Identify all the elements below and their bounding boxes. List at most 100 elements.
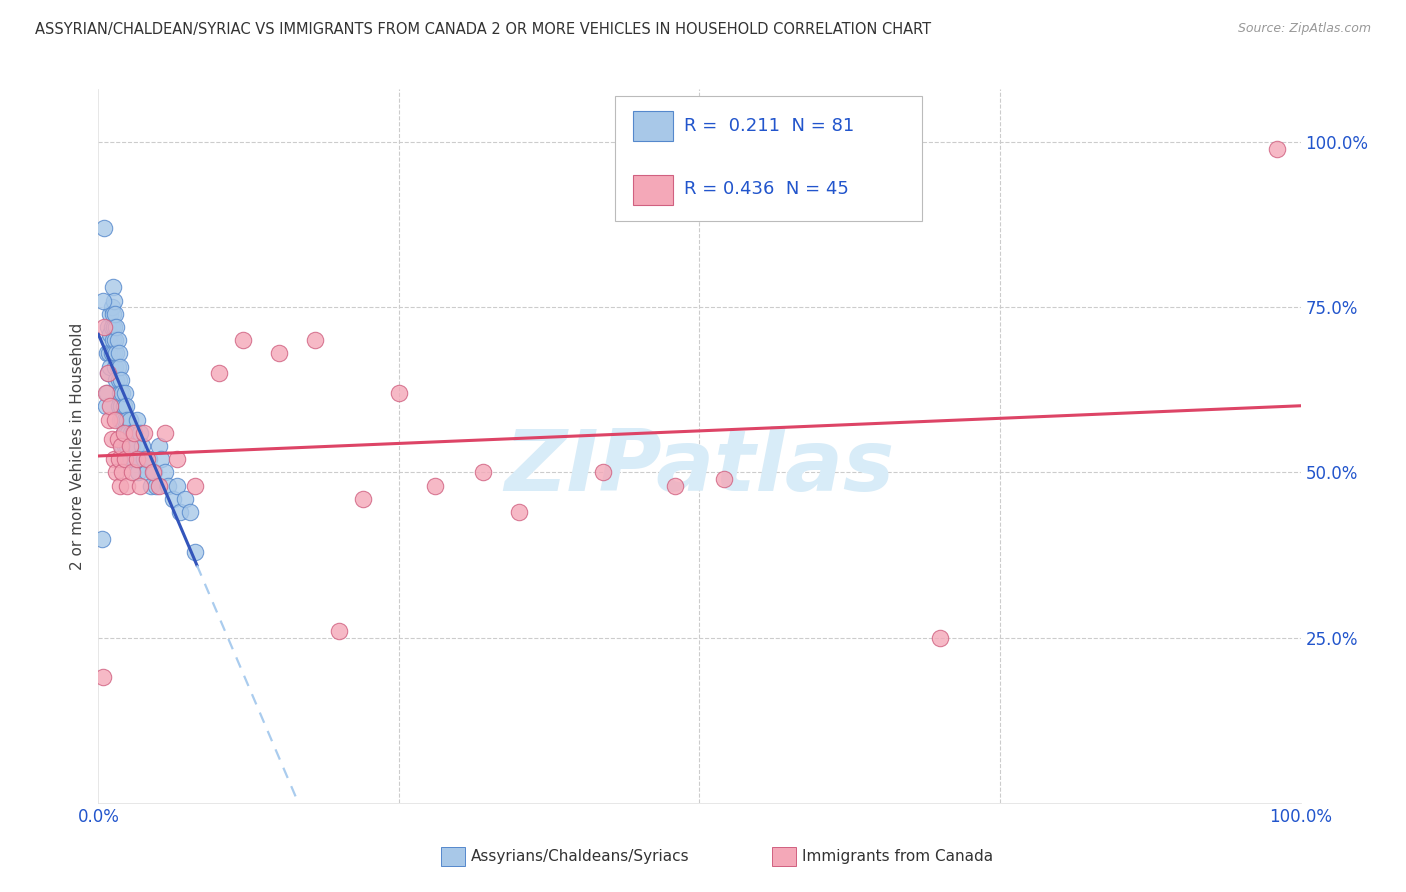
Point xyxy=(108,412,131,426)
Point xyxy=(135,466,157,480)
Point xyxy=(121,466,143,480)
Point xyxy=(114,439,136,453)
Point xyxy=(141,478,163,492)
Point xyxy=(131,439,153,453)
Point xyxy=(117,425,139,440)
Point xyxy=(267,346,290,360)
Point xyxy=(111,466,134,480)
Point xyxy=(115,400,138,414)
Y-axis label: 2 or more Vehicles in Household: 2 or more Vehicles in Household xyxy=(70,322,86,570)
Point xyxy=(148,478,170,492)
Point xyxy=(108,373,131,387)
Point xyxy=(94,400,117,414)
Point xyxy=(112,425,135,440)
Point xyxy=(93,320,115,334)
Point xyxy=(128,452,150,467)
Point xyxy=(105,373,128,387)
Point xyxy=(110,400,132,414)
Point xyxy=(107,433,129,447)
Text: R =  0.211  N = 81: R = 0.211 N = 81 xyxy=(683,117,853,135)
Point xyxy=(148,439,170,453)
Point xyxy=(107,359,129,374)
Point xyxy=(100,346,122,360)
Point xyxy=(127,466,149,480)
Point xyxy=(664,478,686,492)
Point xyxy=(103,346,125,360)
Point xyxy=(114,412,136,426)
Point xyxy=(100,320,122,334)
Point xyxy=(125,452,148,467)
Point xyxy=(166,452,188,467)
Point xyxy=(149,452,172,467)
Point xyxy=(117,478,139,492)
Point xyxy=(104,359,127,374)
Point xyxy=(103,293,125,308)
Point xyxy=(105,466,128,480)
Point xyxy=(592,466,614,480)
Point xyxy=(104,412,127,426)
Point xyxy=(104,333,127,347)
Point xyxy=(114,386,136,401)
Point xyxy=(145,478,167,492)
Text: ASSYRIAN/CHALDEAN/SYRIAC VS IMMIGRANTS FROM CANADA 2 OR MORE VEHICLES IN HOUSEHO: ASSYRIAN/CHALDEAN/SYRIAC VS IMMIGRANTS F… xyxy=(35,22,931,37)
Point xyxy=(125,439,148,453)
Point xyxy=(112,400,135,414)
Point xyxy=(141,466,163,480)
Point xyxy=(100,359,122,374)
Point xyxy=(91,532,114,546)
Point xyxy=(115,425,138,440)
Point xyxy=(97,367,120,381)
Point xyxy=(1265,142,1288,156)
Point xyxy=(118,412,141,426)
Text: Immigrants from Canada: Immigrants from Canada xyxy=(801,849,993,863)
Point xyxy=(103,320,125,334)
Point xyxy=(208,367,231,381)
Text: ZIPatlas: ZIPatlas xyxy=(505,425,894,509)
Point xyxy=(91,293,114,308)
Point xyxy=(100,307,122,321)
Point xyxy=(125,412,148,426)
Point xyxy=(121,439,143,453)
Point xyxy=(108,400,131,414)
Point xyxy=(118,439,141,453)
Point xyxy=(108,346,131,360)
Point xyxy=(112,425,135,440)
FancyBboxPatch shape xyxy=(633,175,673,205)
Point xyxy=(111,412,134,426)
Point xyxy=(114,452,136,467)
Point xyxy=(928,631,950,645)
Point xyxy=(162,491,184,506)
Point xyxy=(118,439,141,453)
Point xyxy=(104,307,127,321)
Point xyxy=(100,326,122,341)
Point xyxy=(105,346,128,360)
Point xyxy=(100,433,122,447)
Point xyxy=(98,333,121,347)
Point xyxy=(111,439,134,453)
Point xyxy=(179,505,201,519)
Point xyxy=(93,221,115,235)
Point xyxy=(328,624,350,638)
Point xyxy=(91,670,114,684)
Text: Assyrians/Chaldeans/Syriacs: Assyrians/Chaldeans/Syriacs xyxy=(471,849,690,863)
Point xyxy=(94,386,117,401)
Point xyxy=(110,373,132,387)
Point xyxy=(117,412,139,426)
Point xyxy=(101,280,124,294)
Text: Source: ZipAtlas.com: Source: ZipAtlas.com xyxy=(1237,22,1371,36)
Point xyxy=(472,466,495,480)
FancyBboxPatch shape xyxy=(772,847,796,865)
Point xyxy=(108,478,131,492)
Point xyxy=(129,478,152,492)
Point xyxy=(101,333,124,347)
Point xyxy=(124,425,146,440)
Point xyxy=(132,425,155,440)
Point xyxy=(101,307,124,321)
Point xyxy=(110,439,132,453)
Point xyxy=(129,425,152,440)
Point xyxy=(183,478,205,492)
Point xyxy=(111,386,134,401)
Point xyxy=(108,359,131,374)
Point xyxy=(713,472,735,486)
Point xyxy=(135,452,157,467)
